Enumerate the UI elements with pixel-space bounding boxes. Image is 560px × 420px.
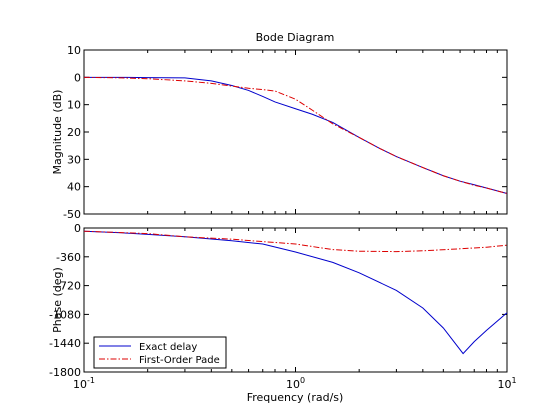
magnitude-ytick-label: -50 [63,208,81,221]
phase-series-first-order-pade [83,230,508,253]
x-axis-label: Frequency (rad/s) [247,391,344,404]
magnitude-ytick-label: 0 [74,71,81,84]
legend-label: First-Order Pade [139,355,220,366]
phase-ytick-label: -1800 [49,366,81,379]
legend-box [93,336,227,369]
magnitude-panel: 10 0 10 20 30 40 -50 Magnitude (dB) [51,44,508,221]
x-tick-label: 10-1 [73,376,95,391]
magnitude-ytick-label: 10 [67,44,81,57]
magnitude-ytick-label: 30 [67,153,81,166]
phase-ytick-label: -1440 [49,337,81,350]
magnitude-series-first-order-pade [83,76,508,194]
phase-ytick-label: -1080 [49,308,81,321]
legend: Exact delay First-Order Pade [93,336,227,369]
magnitude-ytick-label: 40 [67,181,81,194]
magnitude-y-axis-label: Magnitude (dB) [51,90,64,175]
x-tick-label: 101 [497,376,516,391]
phase-ytick-label: -720 [56,280,81,293]
phase-panel: 0 -360 -720 -1080 -1440 -1800 Phase (deg) [49,222,508,379]
phase-y-axis-label: Phase (deg) [51,267,64,333]
magnitude-ytick-label: 20 [67,126,81,139]
x-tick-label: 100 [286,376,305,391]
phase-ytick-label: 0 [74,222,81,235]
magnitude-ytick-label: 10 [67,99,81,112]
chart-title: Bode Diagram [256,31,335,44]
phase-ytick-label: -360 [56,251,81,264]
legend-label: Exact delay [139,342,197,353]
